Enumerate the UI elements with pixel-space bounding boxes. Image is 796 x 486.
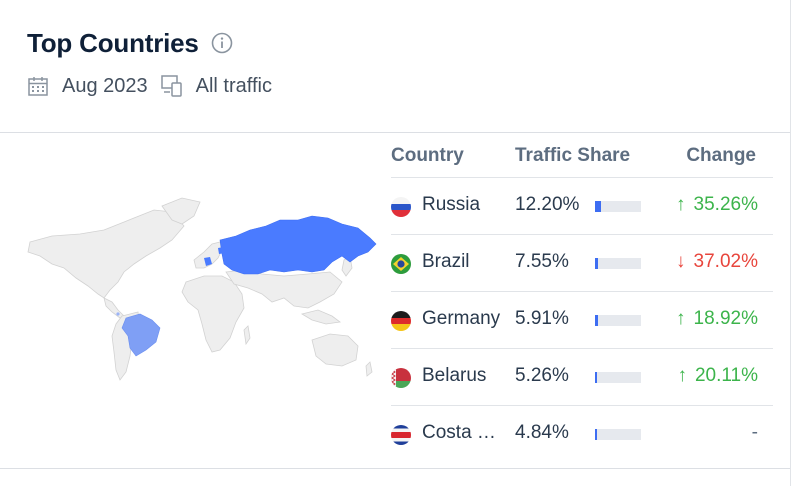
share-bar-fill (595, 372, 597, 383)
map-region-russia[interactable] (219, 215, 377, 275)
share-bar (595, 429, 641, 440)
country-name[interactable]: Brazil (422, 251, 470, 272)
share-bar (595, 372, 641, 383)
map-region-belarus[interactable] (218, 247, 225, 254)
table-row[interactable]: Belarus 5.26% ↑ 20.11% (391, 348, 773, 406)
footer-divider (0, 468, 790, 469)
change-value: ↑ 18.92% (676, 308, 758, 329)
share-bar-fill (595, 258, 598, 269)
world-map (27, 197, 377, 381)
share-bar (595, 315, 641, 326)
traffic-share: 12.20% (515, 194, 580, 215)
flag-belarus-icon (391, 368, 411, 388)
change-arrow-icon: ↑ (676, 308, 686, 329)
flag-costa-rica-icon (391, 425, 411, 445)
calendar-icon (28, 77, 48, 96)
info-icon[interactable] (211, 32, 233, 54)
country-name[interactable]: Costa … (422, 422, 496, 443)
traffic-filter[interactable]: All traffic (195, 74, 272, 97)
change-arrow-icon: ↑ (676, 194, 686, 215)
table-row[interactable]: Costa … 4.84% - (391, 405, 773, 463)
header-traffic-share[interactable]: Traffic Share (515, 145, 631, 166)
change-arrow-icon: ↓ (676, 251, 686, 272)
change-arrow-icon: ↑ (677, 365, 687, 386)
traffic-share: 5.91% (515, 308, 569, 329)
share-bar-fill (595, 201, 601, 212)
share-bar-fill (595, 315, 598, 326)
card-header: Top Countries (27, 26, 233, 60)
flag-russia-icon (391, 197, 411, 217)
flag-germany-icon (391, 311, 411, 331)
table-row[interactable]: Brazil 7.55% ↓ 37.02% (391, 234, 773, 292)
traffic-share: 4.84% (515, 422, 569, 443)
map-region-germany[interactable] (204, 257, 212, 266)
change-value: ↓ 37.02% (676, 251, 758, 272)
share-bar (595, 201, 641, 212)
card-title: Top Countries (27, 27, 199, 58)
date-filter[interactable]: Aug 2023 (62, 74, 148, 97)
share-bar-fill (595, 429, 597, 440)
flag-brazil-icon (391, 254, 411, 274)
change-value: - (751, 422, 758, 443)
header-divider (0, 132, 790, 133)
map-region-brazil[interactable] (121, 313, 161, 357)
traffic-share: 5.26% (515, 365, 569, 386)
country-name[interactable]: Russia (422, 194, 481, 215)
header-change[interactable]: Change (686, 145, 756, 166)
country-name[interactable]: Belarus (422, 365, 487, 386)
table-row[interactable]: Germany 5.91% ↑ 18.92% (391, 291, 773, 349)
change-value: ↑ 35.26% (676, 194, 758, 215)
traffic-share: 7.55% (515, 251, 569, 272)
card-edge (790, 0, 791, 486)
change-value: ↑ 20.11% (677, 365, 758, 386)
title-row: Top Countries (27, 26, 233, 60)
country-name[interactable]: Germany (422, 308, 501, 329)
share-bar (595, 258, 641, 269)
map-region-costa-rica[interactable] (116, 312, 120, 316)
filters-row: Aug 2023 All traffic (27, 72, 272, 100)
devices-icon (160, 75, 182, 97)
header-country[interactable]: Country (391, 145, 464, 166)
table-row[interactable]: Russia 12.20% ↑ 35.26% (391, 177, 773, 235)
